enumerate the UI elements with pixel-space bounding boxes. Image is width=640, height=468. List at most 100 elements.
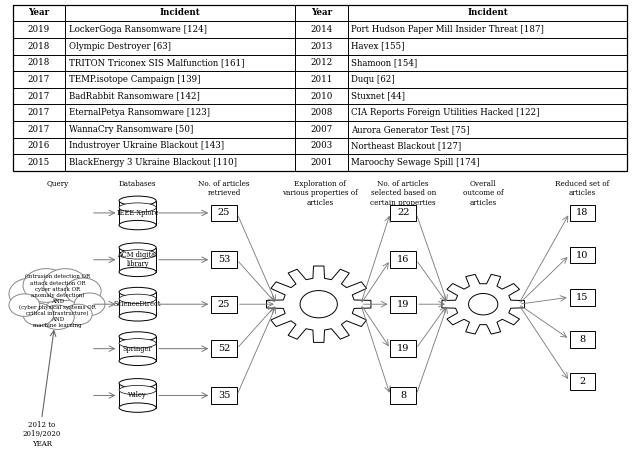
Text: 53: 53 <box>218 255 230 264</box>
Ellipse shape <box>119 287 156 297</box>
Polygon shape <box>468 293 498 315</box>
Text: Industroyer Ukraine Blackout [143]: Industroyer Ukraine Blackout [143] <box>68 141 224 150</box>
Circle shape <box>64 304 92 325</box>
Bar <box>211 387 237 404</box>
Text: Northeast Blackout [127]: Northeast Blackout [127] <box>351 141 461 150</box>
Text: 8: 8 <box>579 335 586 344</box>
Text: TEMP.isotope Campaign [139]: TEMP.isotope Campaign [139] <box>68 75 200 84</box>
Text: ACM digital
library: ACM digital library <box>118 251 157 268</box>
Text: IEEE Xplore: IEEE Xplore <box>116 209 159 217</box>
Text: Year: Year <box>311 8 332 17</box>
Text: BadRabbit Ransomware [142]: BadRabbit Ransomware [142] <box>68 92 200 101</box>
Text: No. of articles
retrieved: No. of articles retrieved <box>198 180 250 197</box>
Circle shape <box>9 278 52 310</box>
Bar <box>390 296 416 313</box>
Circle shape <box>41 305 74 329</box>
Bar <box>119 292 156 316</box>
Text: 22: 22 <box>397 208 410 218</box>
Ellipse shape <box>119 243 156 252</box>
Text: Havex [155]: Havex [155] <box>351 42 405 51</box>
Text: 2016: 2016 <box>28 141 50 150</box>
Bar <box>570 289 595 306</box>
Text: BlackEnergy 3 Ukraine Blackout [110]: BlackEnergy 3 Ukraine Blackout [110] <box>68 158 237 167</box>
Text: Port Hudson Paper Mill Insider Threat [187]: Port Hudson Paper Mill Insider Threat [1… <box>351 25 544 34</box>
Text: ScienceDirect: ScienceDirect <box>114 300 161 308</box>
Text: WannaCry Ransomware [50]: WannaCry Ransomware [50] <box>68 125 193 134</box>
Text: 52: 52 <box>218 344 230 353</box>
Text: Incident: Incident <box>160 8 200 17</box>
Bar <box>390 251 416 268</box>
Text: 18: 18 <box>576 208 589 218</box>
Ellipse shape <box>119 250 156 259</box>
Bar <box>211 205 237 221</box>
Text: 2017: 2017 <box>28 108 50 117</box>
Text: Maroochy Sewage Spill [174]: Maroochy Sewage Spill [174] <box>351 158 480 167</box>
Text: CIA Reports Foreign Utilities Hacked [122]: CIA Reports Foreign Utilities Hacked [12… <box>351 108 540 117</box>
Ellipse shape <box>119 220 156 230</box>
Text: 2011: 2011 <box>310 75 333 84</box>
Text: (intrusion detection OR
attack detection OR
cyber attack OR
anomaly detection)
A: (intrusion detection OR attack detection… <box>19 274 96 329</box>
Text: Overall
outcome of
articles: Overall outcome of articles <box>463 180 504 206</box>
Ellipse shape <box>119 294 156 304</box>
Text: Duqu [62]: Duqu [62] <box>351 75 395 84</box>
Text: 8: 8 <box>400 391 406 400</box>
Ellipse shape <box>119 386 156 395</box>
Text: Springer: Springer <box>123 344 152 353</box>
Ellipse shape <box>119 203 156 212</box>
Ellipse shape <box>119 332 156 341</box>
Text: 2: 2 <box>579 377 586 386</box>
Text: 15: 15 <box>576 292 589 302</box>
Text: 2017: 2017 <box>28 92 50 101</box>
Circle shape <box>44 269 87 300</box>
Text: Databases: Databases <box>119 180 156 188</box>
Bar <box>390 340 416 357</box>
Ellipse shape <box>119 339 156 348</box>
Text: 35: 35 <box>218 391 230 400</box>
Text: 2014: 2014 <box>310 25 333 34</box>
Text: Incident: Incident <box>467 8 508 17</box>
Circle shape <box>23 303 54 326</box>
Text: 2007: 2007 <box>310 125 333 134</box>
Text: TRITON Triconex SIS Malfunction [161]: TRITON Triconex SIS Malfunction [161] <box>68 58 244 67</box>
Bar <box>119 201 156 225</box>
Ellipse shape <box>119 196 156 205</box>
Text: Reduced set of
articles: Reduced set of articles <box>556 180 609 197</box>
Ellipse shape <box>119 312 156 321</box>
Bar <box>119 383 156 408</box>
Bar <box>390 387 416 404</box>
Circle shape <box>65 278 101 304</box>
Text: 2018: 2018 <box>28 58 50 67</box>
Text: 2001: 2001 <box>310 158 333 167</box>
Text: 2010: 2010 <box>310 92 333 101</box>
Circle shape <box>74 293 105 315</box>
Ellipse shape <box>119 267 156 277</box>
Text: 2019: 2019 <box>28 25 50 34</box>
Text: Olympic Destroyer [63]: Olympic Destroyer [63] <box>68 42 171 51</box>
Ellipse shape <box>119 403 156 412</box>
Text: 2013: 2013 <box>310 42 333 51</box>
Text: 19: 19 <box>397 344 410 353</box>
Text: 2012 to
2019/2020
YEAR: 2012 to 2019/2020 YEAR <box>22 421 61 447</box>
Ellipse shape <box>119 356 156 366</box>
Text: 2018: 2018 <box>28 42 50 51</box>
Text: Year: Year <box>28 8 49 17</box>
Text: LockerGoga Ransomware [124]: LockerGoga Ransomware [124] <box>68 25 207 34</box>
Bar <box>570 205 595 221</box>
Text: 25: 25 <box>218 300 230 309</box>
Bar <box>570 331 595 348</box>
Bar <box>211 296 237 313</box>
Text: 16: 16 <box>397 255 410 264</box>
Text: Query: Query <box>47 180 68 188</box>
Text: 2012: 2012 <box>310 58 333 67</box>
Text: Stuxnet [44]: Stuxnet [44] <box>351 92 405 101</box>
Text: EternalPetya Ransomware [123]: EternalPetya Ransomware [123] <box>68 108 210 117</box>
Bar <box>570 373 595 390</box>
Text: 2017: 2017 <box>28 75 50 84</box>
Bar <box>119 248 156 272</box>
Text: 2003: 2003 <box>310 141 333 150</box>
Polygon shape <box>300 291 337 318</box>
Text: 2008: 2008 <box>310 108 333 117</box>
Bar <box>119 336 156 361</box>
Bar <box>390 205 416 221</box>
Circle shape <box>9 294 40 316</box>
